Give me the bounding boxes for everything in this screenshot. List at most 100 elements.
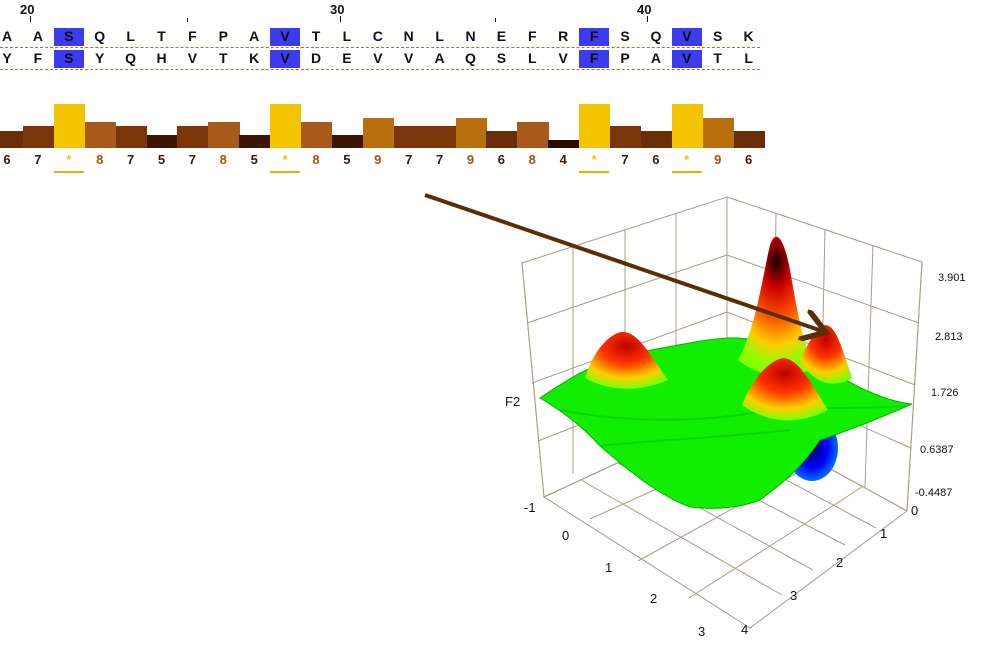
sequence-residue: T bbox=[219, 50, 228, 66]
sequence-residue: Q bbox=[650, 28, 662, 44]
conservation-bar bbox=[22, 126, 55, 148]
ruler-tick bbox=[187, 18, 188, 22]
y-tick-label: 4 bbox=[741, 622, 748, 637]
conservation-bar bbox=[579, 104, 611, 148]
x-tick-label: 2 bbox=[650, 591, 657, 606]
conservation-bar bbox=[208, 122, 240, 148]
surface-peak-left bbox=[585, 331, 668, 389]
conservation-score: 6 bbox=[3, 152, 11, 167]
conservation-bar bbox=[270, 104, 302, 148]
conservation-bar bbox=[640, 130, 673, 148]
conservation-bar bbox=[301, 122, 333, 148]
conservation-bar bbox=[239, 135, 271, 148]
z-tick-label: 0.6387 bbox=[920, 444, 954, 456]
sequence-residue: V bbox=[671, 28, 702, 46]
conservation-score: 9 bbox=[374, 152, 382, 167]
sequence-residue: R bbox=[558, 28, 569, 44]
sequence-residue: T bbox=[157, 28, 166, 44]
conservation-bar bbox=[362, 117, 395, 148]
conservation-score: 7 bbox=[435, 152, 444, 167]
conservation-score: 7 bbox=[126, 152, 135, 167]
sequence-residue: A bbox=[434, 50, 445, 66]
conservation-bar bbox=[733, 130, 765, 148]
sequence-residue: V bbox=[404, 50, 414, 66]
conservation-score: 7 bbox=[405, 152, 413, 167]
conservation-bar bbox=[0, 130, 24, 148]
sequence-residue: A bbox=[650, 50, 661, 66]
sequence-residue: V bbox=[558, 50, 568, 66]
z-tick-label: 3.901 bbox=[938, 272, 966, 284]
ruler-tick bbox=[495, 18, 496, 22]
sequence-residue: S bbox=[496, 50, 507, 66]
conservation-bar bbox=[517, 122, 549, 148]
conservation-score: 7 bbox=[34, 152, 42, 167]
conserved-underline bbox=[579, 171, 610, 173]
y-tick-label: 3 bbox=[790, 588, 797, 603]
sequence-residue: Q bbox=[465, 50, 476, 66]
sequence-residue: S bbox=[53, 28, 84, 46]
sequence-residue: K bbox=[743, 28, 754, 44]
sequence-residue: S bbox=[713, 28, 723, 44]
sequence-residue: V bbox=[270, 28, 301, 46]
conservation-score: * bbox=[684, 152, 690, 167]
sequence-residue: V bbox=[373, 50, 383, 66]
sequence-residue: V bbox=[270, 50, 301, 68]
conservation-bar bbox=[424, 126, 456, 148]
sequence-residue: K bbox=[249, 50, 260, 66]
sequence-residue: N bbox=[465, 28, 476, 44]
sequence-residue: L bbox=[126, 28, 135, 44]
ruler-label-40: 40 bbox=[637, 2, 652, 17]
sequence-residue: S bbox=[620, 28, 630, 44]
conservation-score: * bbox=[66, 152, 72, 167]
sequence-residue: A bbox=[32, 28, 43, 44]
y-tick-label: 1 bbox=[880, 526, 887, 541]
alignment-divider bbox=[0, 69, 760, 70]
sequence-residue: A bbox=[249, 28, 260, 44]
conserved-underline bbox=[270, 171, 301, 173]
x-tick-label: 0 bbox=[562, 528, 569, 543]
sequence-residue: L bbox=[342, 28, 352, 44]
pointer-arrow bbox=[424, 193, 822, 331]
sequence-residue: P bbox=[620, 50, 630, 66]
conservation-bar bbox=[115, 126, 147, 148]
alignment-divider bbox=[0, 47, 760, 48]
sequence-residue: C bbox=[372, 28, 383, 44]
sequence-residue: N bbox=[403, 28, 414, 44]
conservation-score: 8 bbox=[96, 152, 104, 167]
conservation-bar bbox=[146, 135, 178, 148]
sequence-residue: F bbox=[528, 28, 537, 44]
sequence-residue: V bbox=[187, 50, 198, 66]
conservation-bar bbox=[610, 126, 642, 148]
ruler-label-30: 30 bbox=[330, 2, 345, 17]
z-tick-label: -0.4487 bbox=[915, 487, 952, 499]
z-tick-label: 2.813 bbox=[935, 331, 963, 343]
sequence-residue: H bbox=[156, 50, 167, 66]
conservation-score: 6 bbox=[497, 152, 505, 167]
sequence-residue: Y bbox=[95, 50, 105, 66]
sequence-residue: Q bbox=[125, 50, 137, 66]
conservation-score: 9 bbox=[714, 152, 722, 167]
sequence-residue: S bbox=[53, 50, 84, 68]
sequence-residue: Q bbox=[94, 28, 106, 44]
ruler-tick bbox=[647, 16, 648, 22]
ruler-tick bbox=[30, 16, 31, 22]
sequence-residue: T bbox=[311, 28, 321, 44]
sequence-residue: A bbox=[1, 28, 13, 44]
conservation-bar bbox=[84, 122, 117, 148]
surface-peak-tall bbox=[738, 236, 815, 376]
conservation-bar bbox=[702, 117, 735, 148]
sequence-residue: F bbox=[579, 50, 610, 68]
y-tick-label: 0 bbox=[911, 503, 918, 518]
corner-tick-label: -1 bbox=[524, 500, 536, 515]
sequence-residue: T bbox=[713, 50, 722, 66]
conservation-score: * bbox=[282, 152, 288, 167]
sequence-residue: D bbox=[310, 50, 322, 66]
conservation-score: 8 bbox=[528, 152, 536, 167]
y-tick-label: 2 bbox=[836, 555, 843, 570]
sequence-residue: F bbox=[579, 28, 610, 46]
conservation-bar bbox=[331, 135, 364, 148]
conservation-score: 8 bbox=[312, 152, 320, 167]
conserved-underline bbox=[53, 171, 84, 173]
x-tick-label: 1 bbox=[605, 560, 612, 575]
